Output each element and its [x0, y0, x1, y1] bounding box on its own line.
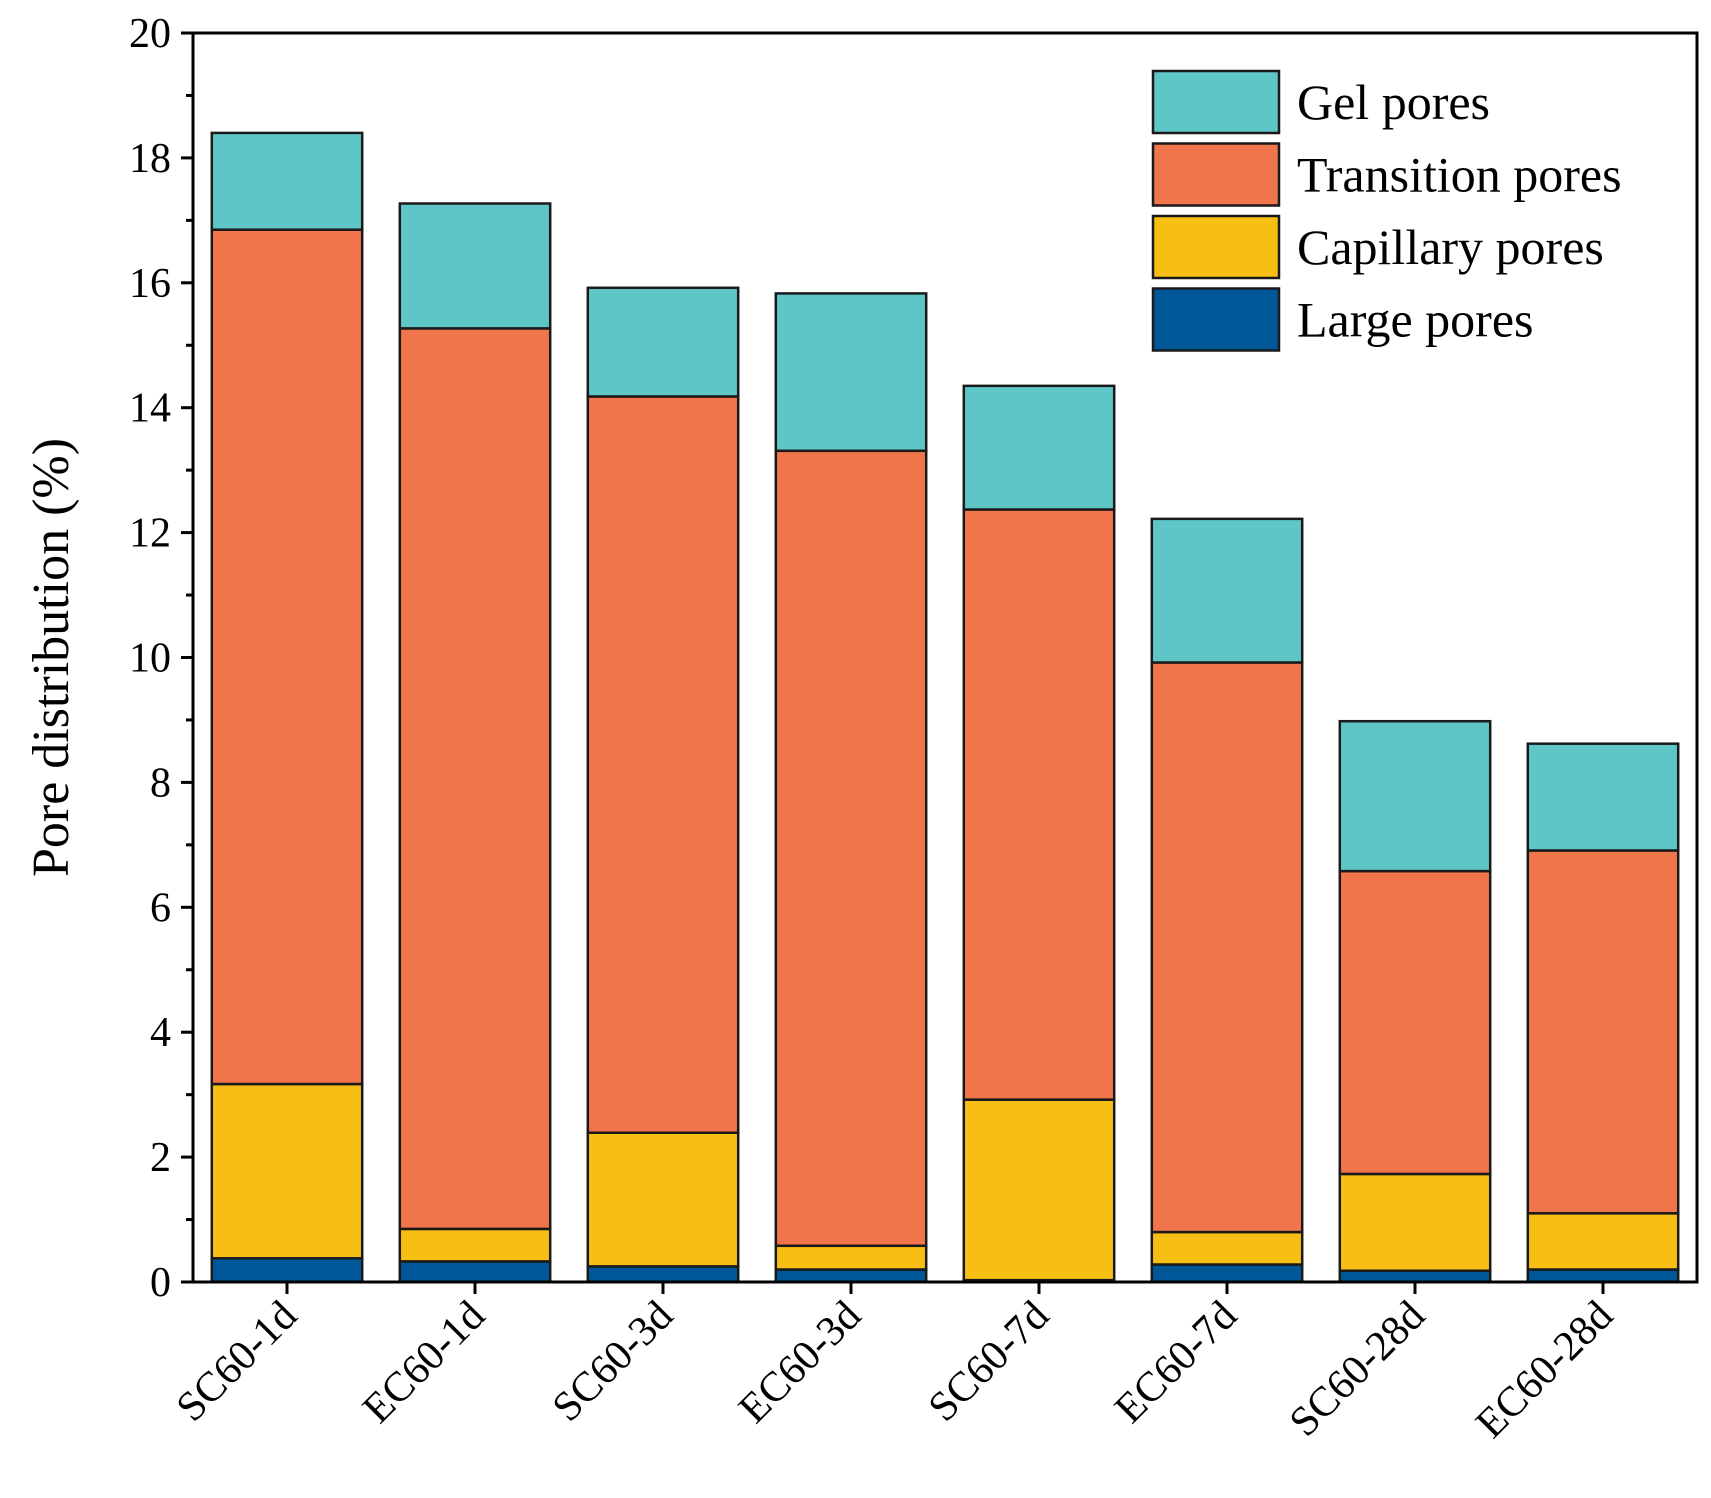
- bar-capillary-pores-ec60-1d: [398, 1227, 552, 1263]
- y-axis-title: Pore distribution (%): [23, 438, 80, 877]
- x-tick-label: SC60-1d: [168, 1293, 306, 1431]
- x-tick-label: EC60-28d: [1467, 1293, 1622, 1448]
- bar-gel-pores-sc60-3d: [586, 286, 740, 398]
- bar-large-pores-ec60-28d: [1526, 1268, 1680, 1284]
- legend-label-transition-pores: Transition pores: [1297, 147, 1622, 203]
- x-tick-label: SC60-3d: [544, 1293, 682, 1431]
- bar-capillary-pores-sc60-1d: [210, 1082, 364, 1260]
- bar-gel-pores-sc60-7d: [962, 384, 1116, 511]
- bar-transition-pores-sc60-28d: [1338, 869, 1492, 1176]
- x-tick-label: SC60-7d: [920, 1293, 1058, 1431]
- bar-capillary-pores-sc60-7d: [962, 1098, 1116, 1282]
- bar-gel-pores-sc60-28d: [1338, 719, 1492, 873]
- bar-transition-pores-sc60-7d: [962, 508, 1116, 1101]
- y-tick-label: 2: [150, 1135, 171, 1181]
- bar-large-pores-sc60-28d: [1338, 1269, 1492, 1284]
- bar-large-pores-sc60-1d: [210, 1257, 364, 1284]
- bar-gel-pores-ec60-7d: [1150, 517, 1304, 664]
- bar-large-pores-ec60-1d: [398, 1260, 552, 1284]
- x-tick-label: EC60-3d: [730, 1293, 870, 1433]
- bar-gel-pores-ec60-3d: [774, 292, 928, 453]
- y-tick-label: 0: [150, 1260, 171, 1306]
- plot-frame: [191, 31, 1699, 1284]
- y-tick-label: 18: [129, 136, 171, 182]
- bar-capillary-pores-ec60-28d: [1526, 1212, 1680, 1271]
- bar-large-pores-ec60-3d: [774, 1268, 928, 1284]
- bar-large-pores-sc60-3d: [586, 1265, 740, 1284]
- y-tick-label: 14: [129, 386, 171, 432]
- bar-transition-pores-ec60-28d: [1526, 849, 1680, 1215]
- legend-label-capillary-pores: Capillary pores: [1297, 219, 1604, 275]
- bar-layer: [210, 131, 1680, 1284]
- bar-gel-pores-ec60-28d: [1526, 742, 1680, 852]
- legend-swatch-capillary-pores: [1151, 214, 1281, 280]
- legend-swatch-gel-pores: [1151, 69, 1281, 135]
- y-tick-label: 6: [150, 885, 171, 931]
- y-tick-label: 10: [129, 636, 171, 682]
- bar-transition-pores-sc60-1d: [210, 228, 364, 1086]
- bar-transition-pores-ec60-1d: [398, 327, 552, 1231]
- y-tick-label: 20: [129, 11, 171, 57]
- y-tick-label: 4: [150, 1010, 171, 1056]
- legend: Gel pores Transition pores Capillary pores…: [1151, 69, 1622, 352]
- bar-capillary-pores-sc60-3d: [586, 1131, 740, 1268]
- legend-swatch-transition-pores: [1151, 142, 1281, 207]
- bar-large-pores-ec60-7d: [1150, 1263, 1304, 1284]
- x-tick-label: SC60-28d: [1281, 1293, 1434, 1446]
- x-tick-label: EC60-1d: [354, 1293, 494, 1433]
- y-tick-label: 12: [129, 511, 171, 557]
- bar-capillary-pores-sc60-28d: [1338, 1172, 1492, 1273]
- bar-gel-pores-sc60-1d: [210, 131, 364, 231]
- x-tick-label: EC60-7d: [1106, 1293, 1246, 1433]
- bar-capillary-pores-ec60-7d: [1150, 1230, 1304, 1266]
- y-tick-label: 16: [129, 261, 171, 307]
- y-tick-label: 8: [150, 760, 171, 806]
- bar-capillary-pores-ec60-3d: [774, 1244, 928, 1271]
- bar-transition-pores-ec60-7d: [1150, 661, 1304, 1234]
- legend-label-large-pores: Large pores: [1297, 292, 1533, 348]
- bar-transition-pores-sc60-3d: [586, 395, 740, 1134]
- legend-swatch-large-pores: [1151, 287, 1281, 352]
- legend-label-gel-pores: Gel pores: [1297, 74, 1490, 130]
- y-axis-ticks: 0 2 4 6 8 10 12 14 16 18 20: [129, 11, 193, 1306]
- x-axis-ticks: SC60-1d EC60-1d SC60-3d EC60-3d SC60-7d EC60-…: [168, 1282, 1622, 1447]
- bar-transition-pores-ec60-3d: [774, 449, 928, 1248]
- bar-gel-pores-ec60-1d: [398, 202, 552, 330]
